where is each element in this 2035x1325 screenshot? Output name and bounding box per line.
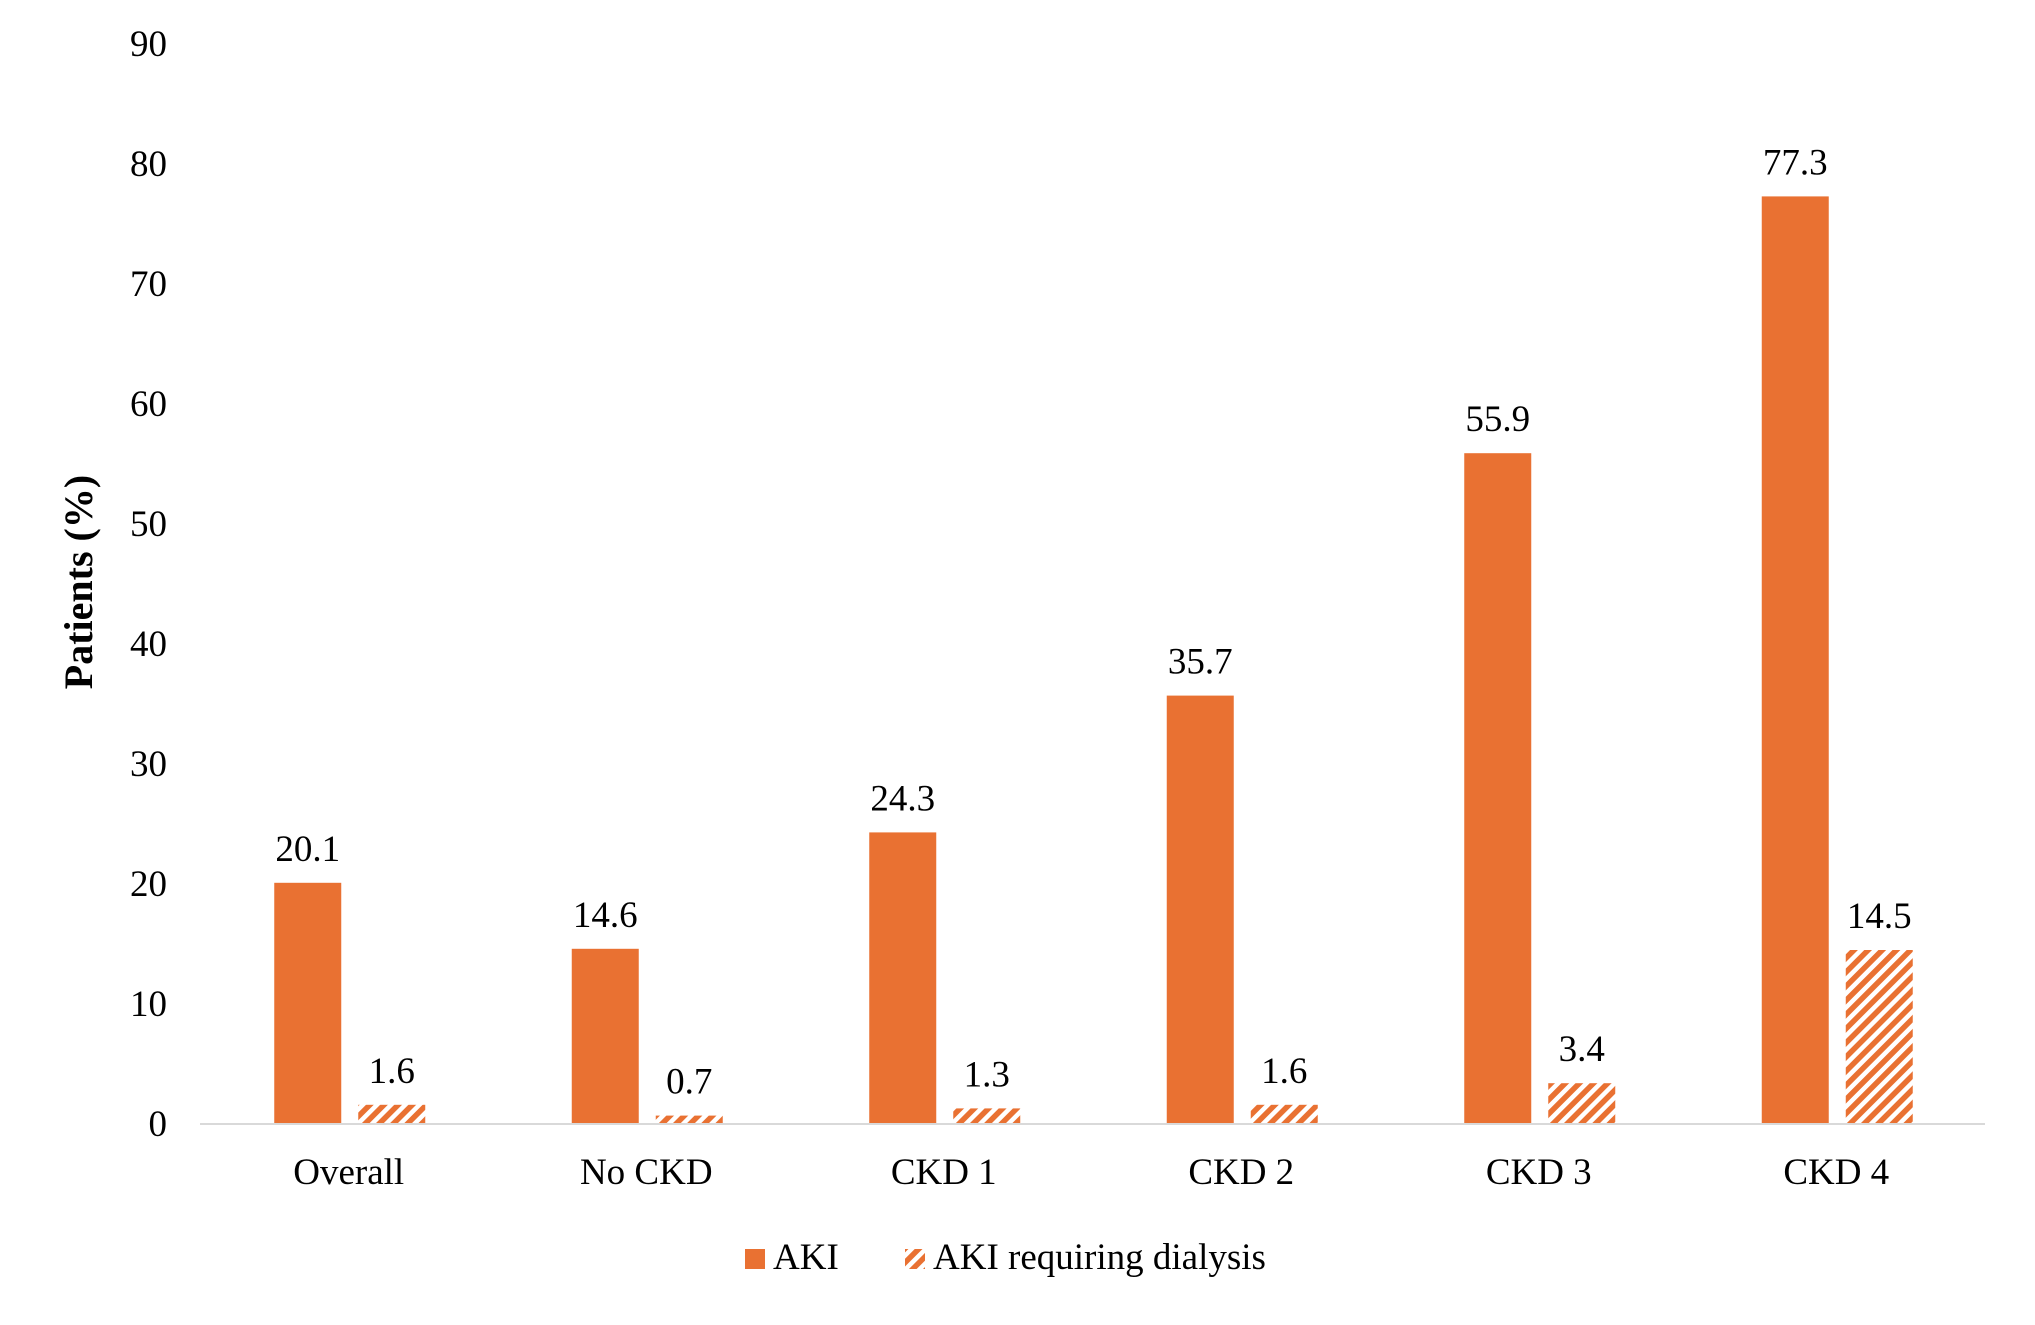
x-category-label: Overall [293, 1152, 404, 1193]
y-tick-label: 30 [130, 744, 167, 785]
x-category-label: No CKD [580, 1152, 713, 1193]
data-label: 14.6 [573, 895, 638, 936]
data-label: 55.9 [1465, 399, 1530, 440]
y-tick-label: 0 [149, 1104, 168, 1145]
bar-aki [571, 948, 639, 1124]
y-tick-label: 40 [130, 624, 167, 665]
legend-label: AKI requiring dialysis [933, 1237, 1266, 1278]
bar-aki-dialysis [953, 1108, 1021, 1124]
data-label: 20.1 [275, 829, 340, 870]
bar-aki [869, 832, 937, 1124]
legend-swatch-aki-dialysis [905, 1249, 925, 1269]
y-axis-title: Patients (%) [56, 475, 101, 689]
y-tick-label: 20 [130, 864, 167, 905]
y-tick-label: 90 [130, 24, 167, 65]
data-label: 35.7 [1168, 642, 1233, 683]
data-label: 77.3 [1763, 142, 1828, 183]
y-tick-label: 10 [130, 984, 167, 1025]
x-category-label: CKD 4 [1783, 1152, 1889, 1193]
x-category-label: CKD 2 [1188, 1152, 1294, 1193]
y-tick-label: 60 [130, 384, 167, 425]
y-tick-label: 80 [130, 144, 167, 185]
legend-swatch-aki [745, 1249, 765, 1269]
legend-label: AKI [773, 1237, 839, 1278]
bar-aki-dialysis [358, 1104, 426, 1124]
data-label: 3.4 [1559, 1029, 1605, 1070]
data-label: 24.3 [870, 778, 935, 819]
data-label: 1.6 [1261, 1051, 1307, 1092]
bar-aki [1166, 695, 1234, 1124]
bar-aki-dialysis [1548, 1083, 1616, 1124]
bar-aki [274, 882, 342, 1124]
y-tick-label: 70 [130, 264, 167, 305]
x-category-label: CKD 1 [891, 1152, 997, 1193]
data-label: 1.3 [964, 1054, 1010, 1095]
bar-aki [1761, 196, 1829, 1124]
y-tick-label: 50 [130, 504, 167, 545]
data-label: 0.7 [666, 1062, 712, 1103]
bar-aki [1464, 453, 1532, 1124]
x-category-label: CKD 3 [1486, 1152, 1592, 1193]
bar-aki-dialysis [1250, 1104, 1318, 1124]
data-label: 1.6 [369, 1051, 415, 1092]
bar-aki-dialysis [1845, 950, 1913, 1124]
legend: AKI AKI requiring dialysis [745, 1237, 1266, 1278]
bar-aki-dialysis [655, 1115, 723, 1124]
data-label: 14.5 [1847, 896, 1912, 937]
